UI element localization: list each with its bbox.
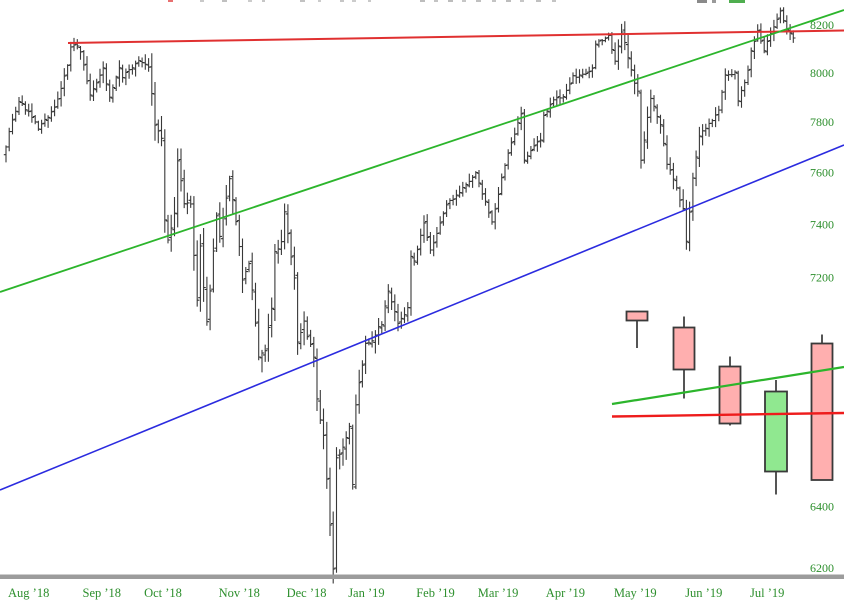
clipped-title-remnant: [506, 0, 511, 2]
inset-red-line: [611, 411, 844, 418]
x-axis-month-label: Apr ’19: [546, 586, 585, 600]
clipped-title-remnant: [697, 0, 707, 3]
inset-candle-down: [625, 310, 649, 348]
y-axis-tick-label: 7400: [810, 217, 834, 231]
clipped-title-remnant: [318, 0, 321, 2]
y-axis-tick-label: 8200: [810, 18, 834, 32]
x-axis-month-label: Dec ’18: [287, 586, 327, 600]
inset-candle-up: [764, 380, 788, 495]
support-trendline-green: [0, 9, 844, 293]
y-axis-tick-label: 8000: [810, 66, 834, 80]
y-axis-tick-label: 7800: [810, 115, 834, 129]
clipped-title-remnant: [462, 0, 466, 2]
y-axis-tick-label: 7600: [810, 166, 834, 180]
clipped-title-remnant: [248, 0, 252, 2]
clipped-title-remnant: [340, 0, 344, 2]
y-axis-tick-label: 6200: [810, 561, 834, 575]
clipped-title-remnant: [168, 0, 173, 2]
clipped-title-remnant: [300, 0, 305, 2]
resistance-trendline-red: [67, 29, 844, 44]
candle-body: [810, 342, 834, 481]
clipped-title-remnant: [448, 0, 453, 2]
inset-candle-down: [810, 334, 834, 481]
support-trendline-green-layer: [0, 9, 844, 293]
x-axis-month-label: Jan ’19: [348, 586, 384, 600]
y-axis-tick-label: 6400: [810, 499, 834, 513]
clipped-title-remnant: [368, 0, 371, 2]
inset-green-trendline: [611, 365, 844, 406]
inset-zoom-panel: [610, 292, 844, 497]
candle-body: [718, 365, 742, 425]
clipped-title-remnant: [262, 0, 265, 2]
x-axis-month-label: Aug ’18: [8, 586, 49, 600]
x-axis-month-label: Oct ’18: [144, 586, 182, 600]
daily-price-bars: [3, 7, 796, 584]
x-axis-bar: [0, 574, 844, 579]
price-bars-layer: [3, 7, 796, 584]
candle-body: [764, 390, 788, 473]
lower-channel-line-blue: [0, 144, 844, 491]
x-axis-month-label: Feb ’19: [416, 586, 455, 600]
clipped-title-remnant: [536, 0, 541, 2]
x-axis-month-label: Sep ’18: [83, 586, 122, 600]
clipped-title-remnant: [476, 0, 481, 2]
clipped-title-remnant: [729, 0, 745, 3]
clipped-title-remnant: [420, 0, 425, 2]
inset-candle-down: [672, 316, 696, 399]
x-axis-month-label: Nov ’18: [219, 586, 260, 600]
candle-body: [672, 326, 696, 371]
x-axis-month-label: Jun ’19: [685, 586, 722, 600]
clipped-title-remnant: [352, 0, 356, 2]
resistance-trendline-red-layer: [67, 29, 844, 44]
x-axis-month-label: May ’19: [614, 586, 657, 600]
x-axis-month-label: Jul ’19: [750, 586, 784, 600]
clipped-title-remnant: [492, 0, 496, 2]
clipped-title-remnant: [520, 0, 524, 2]
clipped-title-remnant: [434, 0, 438, 2]
clipped-title-remnant: [552, 0, 556, 2]
x-axis-month-label: Mar ’19: [478, 586, 519, 600]
clipped-title-remnant: [200, 0, 204, 2]
clipped-title-remnant: [712, 0, 716, 3]
clipped-title-remnant: [222, 0, 227, 2]
x-axis-labels: Aug ’18 Sep ’18 Oct ’18 Nov ’18 Dec ’18 Jan ’…: [8, 586, 784, 600]
x-axis-bar-layer: [0, 574, 844, 579]
candle-body: [625, 310, 649, 322]
y-axis-tick-label: 7200: [810, 271, 834, 285]
lower-channel-line-blue-layer: [0, 144, 844, 491]
